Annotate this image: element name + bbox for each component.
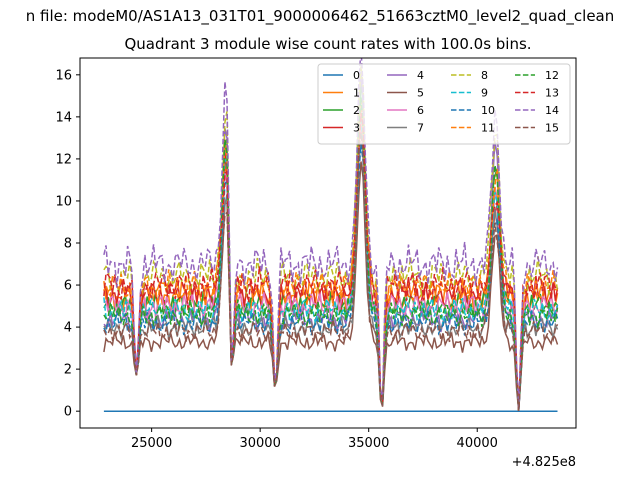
chart-suptitle: n file: modeM0/AS1A13_031T01_9000006462_… [26,7,615,26]
x-tick-label: 35000 [348,436,389,451]
series-layer [103,58,559,412]
legend-label-12: 12 [545,69,559,82]
y-tick-label: 10 [55,194,72,209]
x-tick-label: 30000 [239,436,280,451]
legend-label-0: 0 [353,69,360,82]
y-tick-label: 6 [64,279,72,294]
y-tick-label: 0 [64,405,72,420]
legend-label-8: 8 [481,69,488,82]
y-tick-label: 4 [64,321,72,336]
x-tick-label: 40000 [457,436,498,451]
x-tick-label: 25000 [131,436,172,451]
y-tick-label: 14 [55,110,72,125]
chart-title: Quadrant 3 module wise count rates with … [124,35,531,53]
series-line-9 [103,116,559,411]
legend-label-1: 1 [353,87,360,100]
y-axis: 0 2 4 6 8 10 12 14 16 [55,68,80,420]
legend-label-5: 5 [417,87,424,100]
legend-label-7: 7 [417,122,424,135]
legend-label-6: 6 [417,104,424,117]
y-tick-label: 2 [64,363,72,378]
legend-label-13: 13 [545,87,559,100]
legend-label-3: 3 [353,122,360,135]
legend-label-9: 9 [481,87,488,100]
legend-label-14: 14 [545,104,559,117]
y-tick-label: 16 [55,68,72,83]
x-axis: 25000 30000 35000 40000 [131,428,498,451]
legend-box [317,63,571,145]
series-line-13 [103,112,559,411]
y-tick-label: 12 [55,152,72,167]
legend-label-4: 4 [417,69,424,82]
x-offset-label: +4.825e8 [512,455,576,470]
series-line-15 [103,133,559,411]
series-line-12 [103,97,559,411]
legend-label-2: 2 [353,104,360,117]
series-line-14 [103,58,559,411]
legend-label-10: 10 [481,104,495,117]
series-line-5 [103,161,559,411]
legend-label-11: 11 [481,122,495,135]
y-tick-label: 8 [64,237,72,252]
legend-label-15: 15 [545,122,559,135]
